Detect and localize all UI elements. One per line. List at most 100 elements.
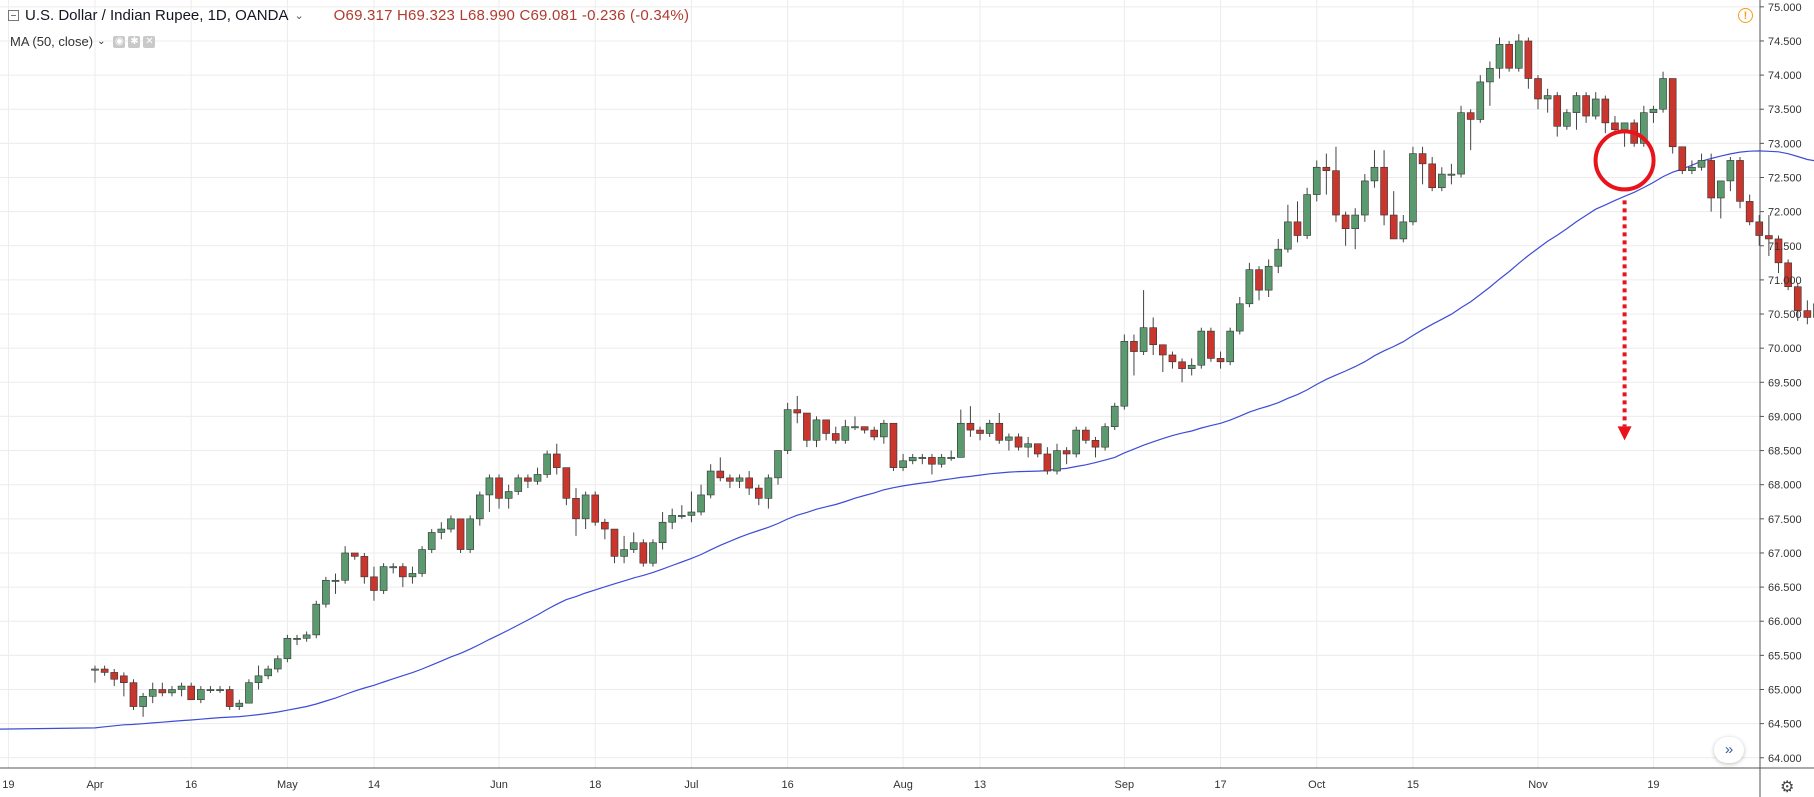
candle-body <box>302 634 311 639</box>
candle-body <box>1620 122 1629 131</box>
gear-icon[interactable]: ⚙ <box>1780 779 1795 796</box>
candle-body <box>235 702 244 707</box>
candle-body <box>649 542 657 564</box>
candle-body <box>1726 160 1735 182</box>
candle-body <box>1235 303 1244 332</box>
chevron-down-icon[interactable]: ⌄ <box>97 36 106 47</box>
x-tick-label: Jun <box>490 779 508 791</box>
candles-layer <box>91 34 1814 717</box>
candle-body <box>1659 78 1667 110</box>
candle-body <box>1668 78 1677 148</box>
candle-body <box>1524 40 1533 79</box>
y-tick-label: 66.000 <box>1768 616 1802 628</box>
candle-body <box>341 552 349 581</box>
candle-body <box>1553 95 1562 127</box>
candle-body <box>629 542 638 550</box>
y-tick-label: 73.000 <box>1768 138 1802 150</box>
candle-body <box>1418 153 1427 165</box>
candle-body <box>1274 248 1283 267</box>
candle-body <box>1216 358 1225 363</box>
candle-body <box>283 637 292 660</box>
candle-body <box>1601 98 1610 124</box>
candle-body <box>860 426 869 431</box>
candle-body <box>148 689 157 697</box>
chevron-down-icon[interactable]: ⌄ <box>294 10 304 22</box>
candle-body <box>91 668 99 671</box>
candle-body <box>427 532 436 550</box>
candle-body <box>1803 310 1812 318</box>
symbol-title[interactable]: U.S. Dollar / Indian Rupee, 1D, OANDA <box>25 7 289 24</box>
candle-body <box>1476 81 1485 120</box>
y-tick-label: 65.000 <box>1768 684 1802 696</box>
annotation-layer <box>1593 129 1656 441</box>
close-icon[interactable]: ✕ <box>143 35 156 48</box>
annotation-circle <box>1593 129 1656 192</box>
candle-body <box>1361 180 1369 216</box>
candle-body <box>312 603 321 636</box>
candle-body <box>110 672 119 680</box>
candle-body <box>100 668 109 673</box>
candle-body <box>158 689 167 694</box>
candle-body <box>504 491 513 499</box>
y-tick-label: 71.000 <box>1768 275 1802 287</box>
x-tick-label: 15 <box>1407 779 1419 791</box>
y-tick-label: 71.500 <box>1768 241 1802 253</box>
x-tick-label: Nov <box>1528 779 1548 791</box>
candle-body <box>947 457 955 459</box>
candle-body <box>831 433 840 441</box>
candle-body <box>456 518 465 550</box>
x-tick-label: 14 <box>368 779 380 791</box>
candle-body <box>822 419 830 434</box>
y-tick-label: 67.500 <box>1768 514 1802 526</box>
x-tick-label: May <box>277 779 298 791</box>
candle-body <box>1716 180 1725 199</box>
candle-body <box>562 467 571 499</box>
candle-body <box>264 668 272 677</box>
candle-body <box>225 689 234 707</box>
candle-body <box>1765 235 1773 240</box>
candle-body <box>1793 286 1802 311</box>
candle-body <box>639 542 648 564</box>
candle-body <box>1014 436 1023 448</box>
indicator-label[interactable]: MA (50, close) <box>10 34 94 49</box>
scroll-to-latest-icon[interactable]: » <box>1714 737 1744 763</box>
candle-body <box>1110 405 1119 427</box>
candle-body <box>735 477 744 482</box>
settings-icon[interactable]: ✱ <box>128 35 141 48</box>
candle-body <box>937 457 946 465</box>
candle-body <box>1736 160 1744 202</box>
collapse-icon[interactable] <box>8 10 19 21</box>
x-tick-label: 16 <box>185 779 197 791</box>
candle-body <box>956 422 965 458</box>
candle-body <box>610 528 619 557</box>
candle-body <box>1341 214 1350 229</box>
eye-icon[interactable]: ◉ <box>113 35 126 48</box>
candle-body <box>601 521 609 530</box>
candle-body <box>1303 194 1311 236</box>
x-tick-label: 16 <box>782 779 794 791</box>
candle-body <box>552 453 561 468</box>
candle-body <box>1255 269 1263 291</box>
candle-body <box>1332 170 1340 216</box>
candle-body <box>273 658 282 670</box>
candle-body <box>533 474 542 482</box>
candle-body <box>1370 166 1379 182</box>
candle-body <box>495 477 503 499</box>
candle-body <box>754 487 763 499</box>
candle-body <box>1178 361 1186 369</box>
candle-body <box>1005 436 1013 441</box>
candle-body <box>408 573 417 578</box>
x-tick-label: 17 <box>1214 779 1226 791</box>
candle-body <box>928 457 936 465</box>
y-tick-label: 70.500 <box>1768 309 1802 321</box>
candle-body <box>1409 153 1417 223</box>
x-tick-label: 13 <box>974 779 986 791</box>
y-tick-label: 72.500 <box>1768 172 1802 184</box>
candle-body <box>1322 166 1331 171</box>
alert-icon[interactable]: ! <box>1738 8 1753 23</box>
ma-line <box>0 150 1814 730</box>
candle-body <box>966 422 975 431</box>
y-tick-label: 68.500 <box>1768 446 1802 458</box>
